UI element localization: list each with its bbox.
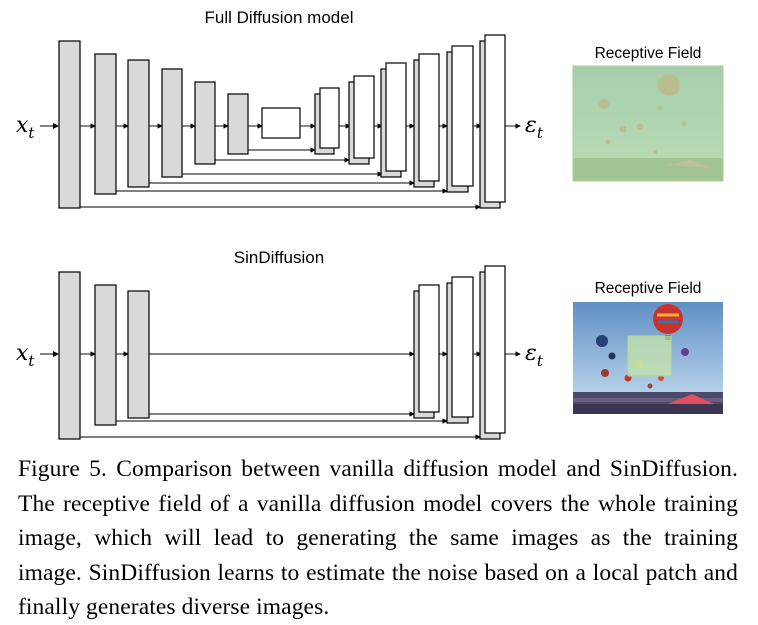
input-xt-label: xt [16, 113, 35, 142]
decoder-block-front [418, 284, 440, 413]
encoder-block [58, 271, 81, 440]
decoder-blocks [413, 265, 506, 440]
full-diffusion-panel: Full Diffusion model xt [16, 8, 724, 210]
decoder-block-front [484, 34, 506, 203]
input-xt-label: xt [16, 341, 35, 370]
decoder-block-front [451, 45, 474, 187]
output-epsilon-label: εt [525, 113, 544, 142]
receptive-field-label: Receptive Field [595, 280, 702, 297]
sindiffusion-panel: SinDiffusion xt [16, 248, 723, 440]
skip-connections [80, 147, 481, 210]
bottleneck-block [261, 107, 301, 139]
encoder-block [227, 93, 249, 155]
decoder-block-front [353, 75, 375, 159]
receptive-field-overlay [627, 335, 672, 377]
decoder-block-front [451, 276, 474, 418]
encoder-block [194, 81, 216, 165]
decoder-blocks [314, 34, 506, 209]
figure-diagram: Full Diffusion model xt [16, 8, 724, 440]
encoder-block [161, 68, 183, 178]
sindiffusion-title: SinDiffusion [234, 248, 324, 267]
encoder-block [94, 53, 117, 195]
decoder-block-front [484, 265, 506, 434]
receptive-field-overlay [572, 65, 724, 182]
figure-caption: Figure 5. Comparison between vanilla dif… [18, 456, 738, 620]
output-epsilon-label: εt [525, 341, 544, 370]
decoder-block-front [385, 62, 407, 172]
encoder-block [127, 59, 150, 188]
encoder-blocks [58, 271, 150, 440]
decoder-block-front [319, 87, 340, 149]
skip-connections [80, 411, 481, 440]
full-diffusion-title: Full Diffusion model [205, 8, 354, 27]
training-image-full-coverage [572, 65, 724, 182]
training-image-local-patch [573, 302, 723, 414]
encoder-block [58, 40, 81, 209]
encoder-block [94, 284, 117, 426]
encoder-block [127, 290, 150, 419]
encoder-blocks [58, 40, 249, 209]
receptive-field-label: Receptive Field [595, 45, 702, 62]
decoder-block-front [418, 53, 440, 182]
